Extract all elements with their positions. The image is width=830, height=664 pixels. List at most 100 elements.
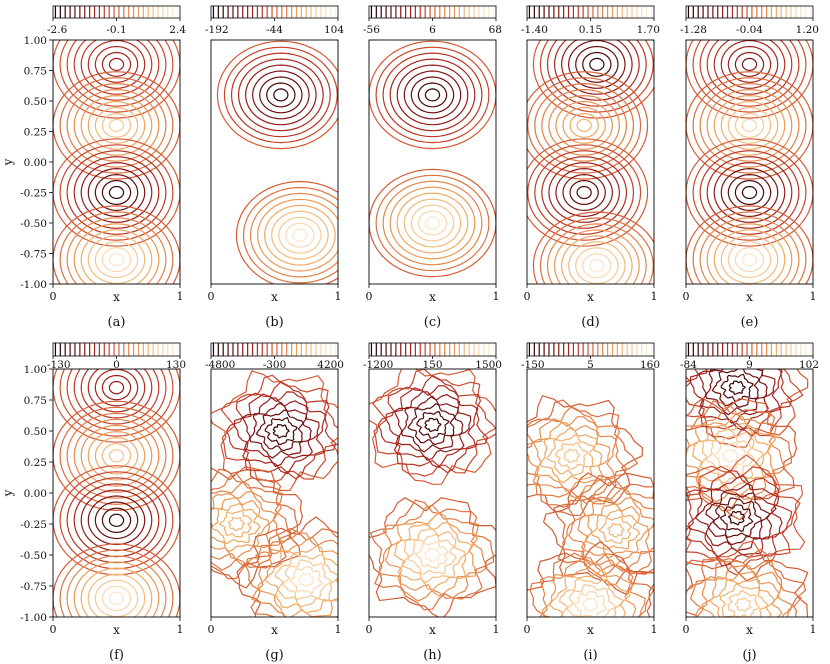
contour-line bbox=[424, 88, 441, 102]
contour-line bbox=[266, 82, 296, 108]
contour-line bbox=[527, 71, 649, 180]
contour-line bbox=[727, 106, 772, 144]
contour-line bbox=[73, 561, 160, 617]
contour-line bbox=[686, 465, 801, 576]
contour-line bbox=[727, 590, 760, 617]
axes-frame bbox=[526, 39, 655, 285]
contour-line bbox=[711, 369, 761, 408]
contour-line bbox=[227, 516, 246, 532]
contour-line bbox=[727, 173, 772, 212]
colorbar: -1200 150 1500 bbox=[363, 342, 502, 371]
x-tick-label: 1 bbox=[177, 290, 184, 303]
contour-line bbox=[66, 82, 167, 168]
contour-line bbox=[369, 496, 496, 617]
contour-line bbox=[532, 422, 611, 492]
contour-line bbox=[713, 162, 786, 223]
x-tick-label: 1 bbox=[810, 623, 817, 636]
contour-line bbox=[59, 471, 174, 570]
panel-g: -4800 -300 4200 0 1 x (g) bbox=[205, 342, 344, 663]
contour-line bbox=[108, 118, 125, 133]
panel-label: (e) bbox=[741, 315, 759, 330]
contour-line bbox=[741, 252, 758, 267]
colorbar-tick-label: 9 bbox=[746, 359, 753, 371]
contour-line bbox=[94, 241, 139, 279]
colorbar-tick-label: -44 bbox=[266, 24, 283, 36]
contour-line bbox=[271, 210, 329, 260]
contour-line bbox=[558, 578, 625, 617]
contour-line bbox=[233, 391, 327, 475]
contour-line bbox=[553, 474, 654, 586]
colorbar: -56 6 68 bbox=[363, 5, 502, 36]
contour-line bbox=[101, 51, 132, 77]
contour-line bbox=[542, 472, 654, 595]
y-tick-label: 0.00 bbox=[24, 157, 47, 169]
contour-line bbox=[546, 434, 595, 477]
contour-line bbox=[369, 168, 496, 278]
contour-line bbox=[263, 204, 336, 266]
contour-line bbox=[720, 235, 779, 284]
contour-line bbox=[719, 504, 754, 532]
panel-label: (d) bbox=[581, 315, 599, 330]
colorbar-tick-label: 104 bbox=[324, 24, 344, 36]
contour-line bbox=[59, 369, 174, 437]
colorbar-tick-label: 102 bbox=[799, 359, 819, 371]
contour-line bbox=[241, 397, 320, 468]
contour-line bbox=[563, 448, 581, 464]
contour-line bbox=[403, 70, 462, 120]
plot-area bbox=[686, 40, 813, 284]
panel-h: -1200 150 1500 0 1 x (h) bbox=[363, 342, 502, 663]
contour-line bbox=[80, 369, 153, 419]
colorbar: -192 -44 104 bbox=[205, 5, 344, 36]
y-axis-label: y bbox=[1, 158, 15, 166]
contour-line bbox=[567, 241, 626, 284]
contour-line bbox=[384, 511, 479, 597]
x-tick-label: 0 bbox=[50, 290, 57, 303]
contour-line bbox=[607, 522, 625, 538]
contour-line bbox=[101, 112, 132, 138]
contour-line bbox=[396, 192, 469, 254]
contour-line bbox=[73, 156, 160, 229]
contour-line bbox=[108, 185, 125, 200]
contour-line bbox=[66, 40, 167, 107]
contour-line bbox=[101, 374, 132, 401]
contour-line bbox=[741, 118, 758, 133]
contour-line bbox=[80, 567, 153, 617]
contour-line bbox=[400, 395, 464, 453]
contour-line bbox=[211, 468, 299, 580]
x-axis-label: x bbox=[113, 290, 120, 304]
contour-line bbox=[53, 40, 180, 119]
plot-area bbox=[369, 40, 496, 284]
y-tick-label: -1.00 bbox=[20, 279, 47, 291]
plot-area bbox=[686, 369, 813, 617]
contour-line bbox=[53, 400, 180, 512]
contour-line bbox=[589, 259, 605, 273]
contour-line bbox=[529, 552, 654, 617]
contour-line bbox=[699, 40, 800, 107]
plot-background bbox=[211, 40, 338, 284]
contour-line bbox=[562, 479, 654, 577]
contour-line bbox=[569, 179, 599, 206]
contour-line bbox=[734, 112, 765, 138]
contour-line bbox=[699, 150, 800, 235]
x-tick-label: 0 bbox=[683, 290, 690, 303]
contour-line bbox=[101, 179, 132, 206]
contour-line bbox=[527, 399, 639, 508]
contour-line bbox=[560, 40, 633, 95]
contour-line bbox=[686, 369, 804, 440]
contour-line bbox=[59, 77, 174, 174]
contour-line bbox=[562, 106, 606, 144]
panel-d: -1.40 0.15 1.70 0 1 x (d) bbox=[521, 5, 660, 330]
contour-line bbox=[278, 216, 322, 254]
x-tick-label: 0 bbox=[50, 623, 57, 636]
contour-line bbox=[211, 473, 292, 571]
x-axis-label: x bbox=[429, 290, 436, 304]
contour-line bbox=[741, 57, 758, 72]
contour-line bbox=[80, 424, 153, 487]
colorbar: -84 9 102 bbox=[680, 342, 819, 371]
plot-background bbox=[686, 40, 813, 284]
y-tick-label: 1.00 bbox=[24, 35, 47, 47]
panel-f: -130 0 130 0 1 x 1.00 0.75 0.50 0.25 0.00 -0.25 -0.5… bbox=[1, 342, 186, 663]
colorbar-tick-label: -0.1 bbox=[106, 24, 126, 36]
contour-line bbox=[264, 416, 298, 445]
colorbar-tick-label: -56 bbox=[363, 24, 380, 36]
